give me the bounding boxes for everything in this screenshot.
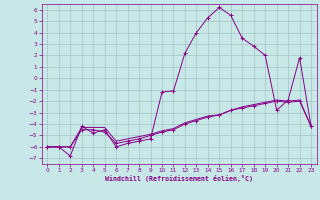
- X-axis label: Windchill (Refroidissement éolien,°C): Windchill (Refroidissement éolien,°C): [105, 175, 253, 182]
